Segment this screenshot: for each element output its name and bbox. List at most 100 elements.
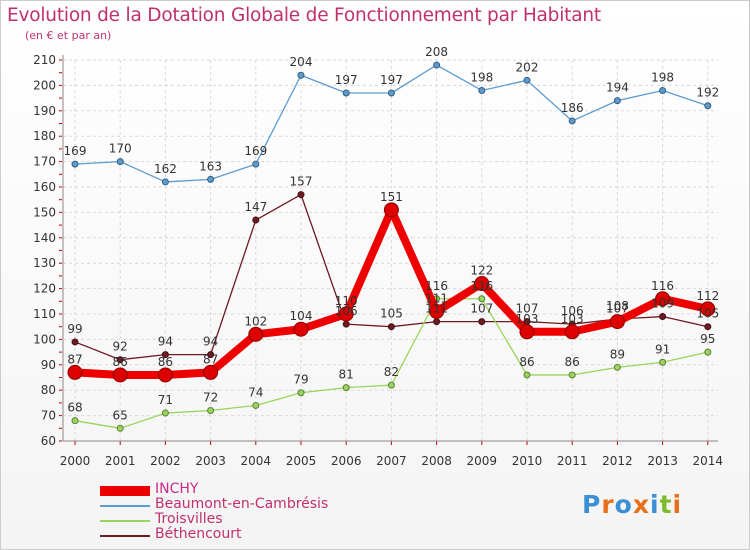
data-label-beaumont-en-cambresis: 202 [516, 60, 539, 74]
data-label-bethencourt: 105 [696, 307, 719, 321]
data-label-inchy: 122 [470, 264, 493, 278]
data-point-beaumont-en-cambresis [207, 175, 215, 183]
data-point-beaumont-en-cambresis [116, 158, 124, 166]
legend-label: Beaumont-en-Cambrésis [155, 496, 329, 512]
data-label-troisvilles: 86 [519, 355, 534, 369]
data-point-troisvilles [252, 401, 260, 409]
data-point-inchy [112, 367, 128, 383]
data-label-inchy: 103 [561, 312, 584, 326]
data-label-troisvilles: 71 [158, 393, 173, 407]
data-label-bethencourt: 106 [561, 304, 584, 318]
data-point-bethencourt [478, 318, 486, 326]
y-tick-label: 130 [33, 256, 56, 270]
data-label-bethencourt: 94 [203, 335, 218, 349]
logo-letter: o [614, 490, 633, 519]
x-tick-label: 2013 [647, 454, 678, 468]
legend-label: Béthencourt [155, 526, 242, 542]
data-label-troisvilles: 82 [384, 365, 399, 379]
data-point-beaumont-en-cambresis [297, 71, 305, 79]
x-tick-label: 2007 [376, 454, 407, 468]
y-tick-label: 150 [33, 205, 56, 219]
data-point-bethencourt [297, 191, 305, 199]
data-label-beaumont-en-cambresis: 186 [561, 101, 584, 115]
data-point-troisvilles [613, 363, 621, 371]
data-label-beaumont-en-cambresis: 169 [64, 144, 87, 158]
x-tick-label: 2008 [421, 454, 452, 468]
x-tick-label: 2003 [195, 454, 226, 468]
data-label-inchy: 102 [244, 314, 267, 328]
data-point-bethencourt [387, 323, 395, 331]
legend-swatch [100, 486, 150, 496]
data-point-inchy [609, 314, 625, 330]
data-point-troisvilles [659, 358, 667, 366]
data-point-inchy [67, 364, 83, 380]
y-tick-label: 80 [41, 383, 56, 397]
legend-label: Troisvilles [155, 511, 223, 527]
logo-letter: r [601, 490, 615, 519]
data-label-beaumont-en-cambresis: 194 [606, 81, 629, 95]
y-tick-label: 110 [33, 307, 56, 321]
data-label-inchy: 104 [290, 309, 313, 323]
data-point-inchy [203, 364, 219, 380]
data-label-beaumont-en-cambresis: 197 [380, 73, 403, 87]
data-label-bethencourt: 107 [516, 302, 539, 316]
data-point-inchy [429, 303, 445, 319]
data-point-beaumont-en-cambresis [568, 117, 576, 125]
data-point-bethencourt [659, 313, 667, 321]
data-point-troisvilles [161, 409, 169, 417]
y-tick-label: 170 [33, 155, 56, 169]
data-label-inchy: 103 [516, 312, 539, 326]
x-tick-label: 2006 [331, 454, 362, 468]
chart-subtitle: (en € et par an) [25, 29, 112, 42]
data-point-troisvilles [704, 348, 712, 356]
data-point-troisvilles [207, 407, 215, 415]
chart-title: Evolution de la Dotation Globale de Fonc… [7, 5, 601, 26]
y-tick-label: 70 [41, 409, 56, 423]
data-point-beaumont-en-cambresis [342, 89, 350, 97]
data-label-troisvilles: 65 [113, 408, 128, 422]
data-point-beaumont-en-cambresis [252, 160, 260, 168]
legend-swatch [100, 505, 150, 507]
data-label-bethencourt: 109 [651, 297, 674, 311]
data-label-bethencourt: 99 [67, 322, 82, 336]
data-label-beaumont-en-cambresis: 169 [244, 144, 267, 158]
data-label-troisvilles: 95 [700, 332, 715, 346]
logo-letter: i [650, 490, 660, 519]
data-point-troisvilles [297, 389, 305, 397]
data-label-beaumont-en-cambresis: 208 [425, 45, 448, 59]
x-tick-label: 2010 [512, 454, 543, 468]
data-label-beaumont-en-cambresis: 204 [290, 55, 313, 69]
data-point-bethencourt [433, 318, 441, 326]
data-point-beaumont-en-cambresis [704, 102, 712, 110]
data-label-troisvilles: 79 [293, 373, 308, 387]
data-point-troisvilles [523, 371, 531, 379]
x-tick-label: 2014 [693, 454, 724, 468]
data-point-beaumont-en-cambresis [478, 86, 486, 94]
legend-swatch [100, 535, 150, 537]
data-label-bethencourt: 147 [244, 200, 267, 214]
data-point-beaumont-en-cambresis [433, 61, 441, 69]
data-point-bethencourt [252, 216, 260, 224]
data-label-troisvilles: 81 [339, 368, 354, 382]
data-point-beaumont-en-cambresis [523, 76, 531, 84]
legend-swatch [100, 520, 150, 522]
data-point-troisvilles [342, 384, 350, 392]
data-label-troisvilles: 116 [470, 279, 493, 293]
data-label-bethencourt: 105 [380, 307, 403, 321]
data-point-troisvilles [71, 417, 79, 425]
data-point-inchy [655, 291, 671, 307]
y-tick-label: 140 [33, 231, 56, 245]
y-tick-label: 190 [33, 104, 56, 118]
data-point-bethencourt [161, 351, 169, 359]
data-point-beaumont-en-cambresis [387, 89, 395, 97]
data-point-beaumont-en-cambresis [161, 178, 169, 186]
legend-label: INCHY [155, 481, 199, 497]
data-label-beaumont-en-cambresis: 170 [109, 142, 132, 156]
y-tick-label: 200 [33, 78, 56, 92]
data-point-troisvilles [568, 371, 576, 379]
data-label-inchy: 112 [696, 289, 719, 303]
data-point-inchy [338, 306, 354, 322]
data-label-inchy: 111 [425, 291, 448, 305]
data-label-bethencourt: 106 [335, 304, 358, 318]
data-label-beaumont-en-cambresis: 197 [335, 73, 358, 87]
